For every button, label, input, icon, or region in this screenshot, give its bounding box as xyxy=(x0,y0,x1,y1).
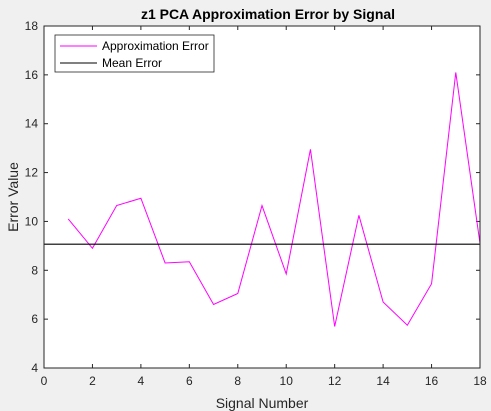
x-tick-label: 10 xyxy=(280,374,294,388)
chart-title: z1 PCA Approximation Error by Signal xyxy=(141,6,395,22)
y-tick-label: 14 xyxy=(25,117,39,131)
legend: Approximation Error Mean Error xyxy=(54,34,215,73)
series-line-approximation-error xyxy=(67,72,481,327)
legend-label-mean-error: Mean Error xyxy=(102,56,162,70)
plot-area xyxy=(44,26,480,368)
x-tick-label: 14 xyxy=(376,374,390,388)
x-tick-label: 6 xyxy=(186,374,193,388)
series-layer xyxy=(44,72,481,327)
x-tick-label: 0 xyxy=(41,374,48,388)
legend-label-approximation-error: Approximation Error xyxy=(102,39,209,53)
y-tick-label: 6 xyxy=(31,312,38,326)
y-tick-label: 4 xyxy=(31,361,38,375)
x-tick-label: 4 xyxy=(138,374,145,388)
x-tick-label: 12 xyxy=(328,374,342,388)
plot-frame xyxy=(43,25,481,369)
x-tick-label: 8 xyxy=(234,374,241,388)
y-axis-label: Error Value xyxy=(5,162,21,232)
x-axis-label: Signal Number xyxy=(216,395,309,411)
y-tick-label: 8 xyxy=(31,263,38,277)
y-tick-label: 12 xyxy=(25,166,39,180)
x-tick-label: 18 xyxy=(473,374,487,388)
x-tick-label: 16 xyxy=(425,374,439,388)
y-tick-label: 16 xyxy=(25,68,39,82)
axis-ticks: 0 2 4 6 8 10 12 14 16 18 4 6 8 10 12 14 16 18 xyxy=(25,19,487,388)
legend-box xyxy=(54,34,215,73)
y-tick-label: 10 xyxy=(25,214,39,228)
x-tick-label: 2 xyxy=(89,374,96,388)
y-tick-label: 18 xyxy=(25,19,39,33)
